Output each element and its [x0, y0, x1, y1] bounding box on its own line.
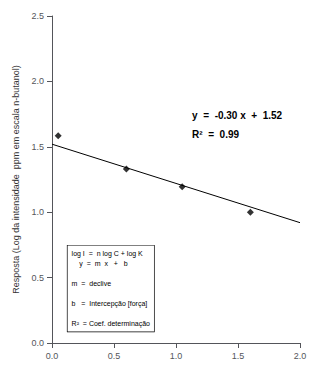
svg-text:1.0: 1.0: [170, 351, 183, 361]
svg-text:m = declive: m = declive: [72, 280, 112, 287]
svg-text:R² = 0.99: R² = 0.99: [192, 129, 239, 140]
svg-text:log I = n log C + log K: log I = n log C + log K: [72, 250, 144, 258]
svg-text:0.0: 0.0: [46, 351, 59, 361]
svg-text:1.5: 1.5: [232, 351, 245, 361]
svg-text:0.5: 0.5: [108, 351, 121, 361]
svg-text:2.5: 2.5: [31, 11, 44, 21]
svg-text:Resposta (Log da intensidade: Resposta (Log da intensidade ppm em esca…: [11, 65, 21, 294]
svg-text:1.0: 1.0: [31, 207, 44, 217]
svg-text:b = Intercepção [força]: b = Intercepção [força]: [72, 300, 148, 308]
svg-text:0.0: 0.0: [31, 338, 44, 348]
svg-text:R² = Coef. determinação: R² = Coef. determinação: [72, 320, 151, 328]
svg-text:y = -0.30 x + 1.52: y = -0.30 x + 1.52: [192, 110, 283, 121]
svg-text:y = m x + b: y = m x + b: [72, 260, 128, 268]
svg-text:2.0: 2.0: [31, 76, 44, 86]
svg-text:1.5: 1.5: [31, 142, 44, 152]
svg-text:0.5: 0.5: [31, 273, 44, 283]
svg-text:2.0: 2.0: [294, 351, 307, 361]
